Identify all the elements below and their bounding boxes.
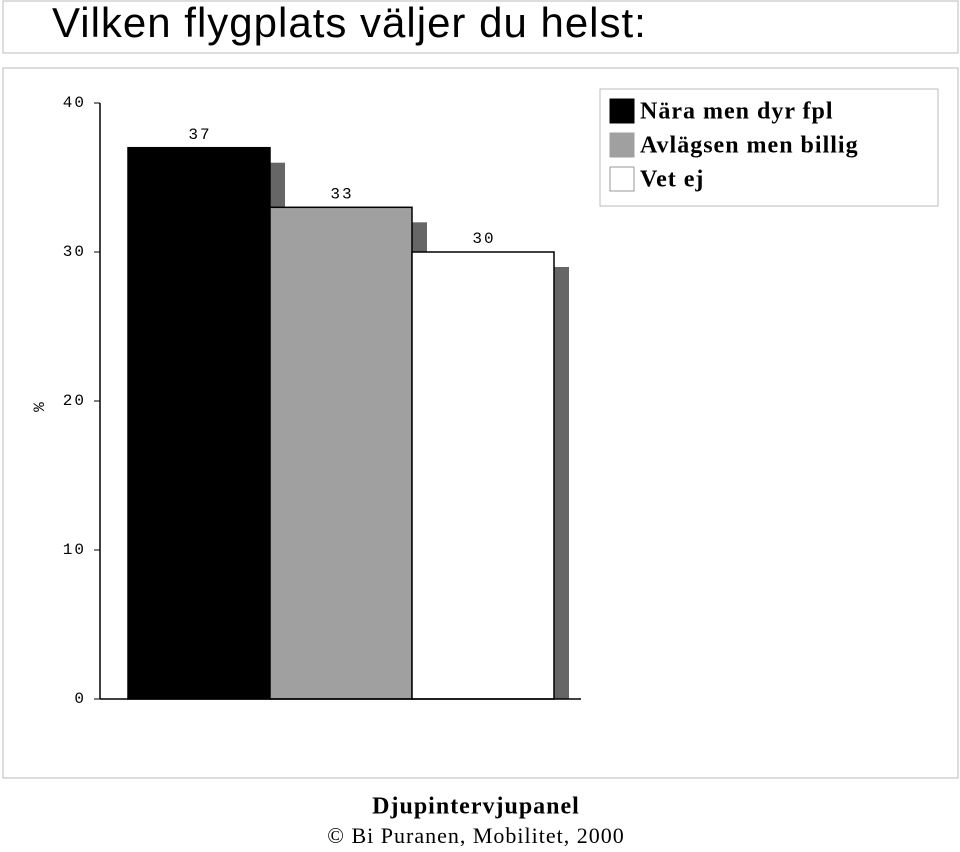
credit: © Bi Puranen, Mobilitet, 2000	[327, 823, 624, 848]
legend-swatch	[609, 98, 635, 124]
data-label: 30	[472, 230, 495, 248]
y-tick-label: 0	[74, 690, 86, 708]
legend-swatch	[609, 166, 635, 192]
bar	[127, 146, 271, 700]
bar	[411, 251, 555, 700]
chart-title: Vilken flygplats väljer du helst:	[52, 0, 647, 46]
data-label: 33	[330, 186, 353, 204]
data-label: 37	[188, 126, 211, 144]
bar	[269, 206, 413, 700]
y-tick-label: 30	[63, 243, 86, 261]
y-tick-label: 20	[63, 392, 86, 410]
title-box	[2, 0, 959, 54]
footer: Djupintervjupanel	[372, 794, 580, 820]
legend-label: Nära men dyr fpl	[640, 99, 834, 125]
y-tick-label: 10	[63, 541, 86, 559]
y-axis-label: %	[31, 400, 49, 412]
legend-label: Vet ej	[640, 167, 704, 193]
legend-label: Avlägsen men billig	[640, 133, 859, 159]
bar-shadow	[554, 267, 569, 699]
legend-box	[599, 88, 939, 207]
y-tick-label: 40	[63, 94, 86, 112]
legend-swatch	[609, 132, 635, 158]
